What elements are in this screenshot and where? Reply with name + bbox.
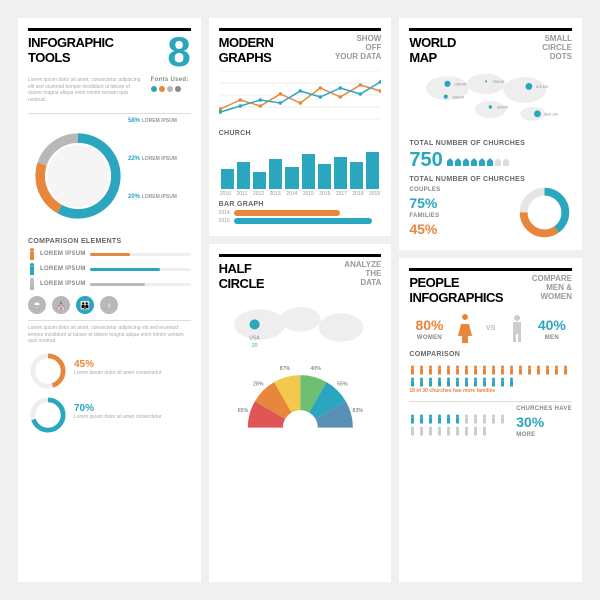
mini-donuts: 45%Lorem ipsum dolor sit amet consectetu…	[28, 351, 191, 435]
horizontal-bars: 20142016	[219, 210, 382, 224]
panel-infographic-tools: INFOGRAPHIC TOOLS 8 Lorem ipsum dolor si…	[18, 18, 201, 582]
couples-pct: 75%	[409, 195, 509, 211]
total-churches-label: TOTAL NUMBER OF CHURCHES	[409, 140, 572, 147]
svg-text:28%: 28%	[253, 382, 264, 388]
title: HALF CIRCLE	[219, 261, 264, 291]
subtitle: SHOW OFF YOUR DATA	[335, 35, 381, 61]
column-middle: MODERN GRAPHS SHOW OFF YOUR DATA CHURCH …	[209, 18, 392, 582]
comparison-title: COMPARISON ELEMENTS	[28, 238, 191, 245]
panel-half-circle: HALF CIRCLE ANALYZE THE DATA USA20 65% 28…	[209, 244, 392, 582]
subtitle: SMALL CIRCLE DOTS	[542, 35, 572, 61]
column-left: INFOGRAPHIC TOOLS 8 Lorem ipsum dolor si…	[18, 18, 201, 582]
line-chart	[219, 71, 382, 121]
vertical-bars	[219, 139, 382, 189]
title: INFOGRAPHIC TOOLS	[28, 35, 114, 65]
main-donut	[28, 126, 128, 226]
title: PEOPLE INFOGRAPHICS	[409, 275, 503, 305]
svg-text:40%: 40%	[310, 366, 321, 372]
circle-icons: ☂⛪👪♀	[28, 296, 191, 314]
comparison-title: COMPARISON	[409, 351, 572, 358]
woman-icon	[456, 313, 474, 343]
svg-text:USA 60: USA 60	[453, 95, 465, 99]
subtitle: ANALYZE THE DATA	[344, 261, 381, 287]
panel-people: PEOPLE INFOGRAPHICS COMPARE MEN & WOMEN …	[399, 258, 582, 582]
man-icon	[508, 313, 526, 343]
vs-label: VS	[486, 325, 495, 332]
ring-chart	[517, 185, 572, 240]
svg-text:65%: 65%	[237, 408, 248, 414]
panel-world-map: WORLD MAP SMALL CIRCLE DOTS CAN 90 FRA 30…	[399, 18, 582, 250]
total2-label: TOTAL NUMBER OF CHURCHES	[409, 176, 572, 183]
panel-modern-graphs: MODERN GRAPHS SHOW OFF YOUR DATA CHURCH …	[209, 18, 392, 236]
title: WORLD MAP	[409, 35, 456, 65]
svg-text:87%: 87%	[279, 366, 290, 372]
lorem-text: Lorem ipsum dolor sit amet, consectetur …	[28, 77, 145, 103]
note: 18 of 30 churches has more families	[409, 388, 572, 395]
color-dots	[151, 86, 191, 92]
svg-text:55%: 55%	[337, 382, 348, 388]
fonts-label: Fonts Used:	[151, 77, 191, 83]
bargraph-title: BAR GRAPH	[219, 201, 382, 208]
svg-text:CAN 90: CAN 90	[455, 83, 467, 87]
men-pct: 40%	[538, 317, 566, 333]
comparison-bars: LOREM IPSUMLOREM IPSUMLOREM IPSUM	[28, 248, 191, 290]
svg-text:83%: 83%	[352, 408, 363, 414]
women-pct: 80%	[415, 317, 443, 333]
svg-text:FRA 30: FRA 30	[493, 80, 504, 84]
people-grid	[409, 362, 572, 384]
svg-text:CHI 100: CHI 100	[536, 85, 549, 89]
mini-map: USA20	[219, 297, 382, 357]
lorem-text: Lorem ipsum dolor sit amet, consectetur …	[28, 325, 191, 345]
svg-text:AUS 100: AUS 100	[545, 113, 559, 117]
world-map: CAN 90 FRA 30 CHI 100 USA 60 SFA 50 AUS 100	[409, 71, 572, 131]
svg-text:SFA 50: SFA 50	[498, 106, 509, 110]
title: MODERN GRAPHS	[219, 35, 274, 65]
more-pct: 30%	[516, 414, 572, 430]
total-churches: 750	[409, 149, 442, 172]
svg-text:20: 20	[251, 343, 257, 349]
families-pct: 45%	[409, 221, 509, 237]
big-number: 8	[167, 28, 190, 75]
church-title: CHURCH	[219, 130, 382, 137]
people-comparison: 80% WOMEN VS 40% MEN	[409, 313, 572, 343]
column-right: WORLD MAP SMALL CIRCLE DOTS CAN 90 FRA 30…	[399, 18, 582, 582]
half-pie: 65% 28% 87% 40% 55% 83%	[219, 362, 382, 432]
svg-text:USA: USA	[249, 336, 260, 342]
subtitle: COMPARE MEN & WOMEN	[532, 275, 572, 301]
